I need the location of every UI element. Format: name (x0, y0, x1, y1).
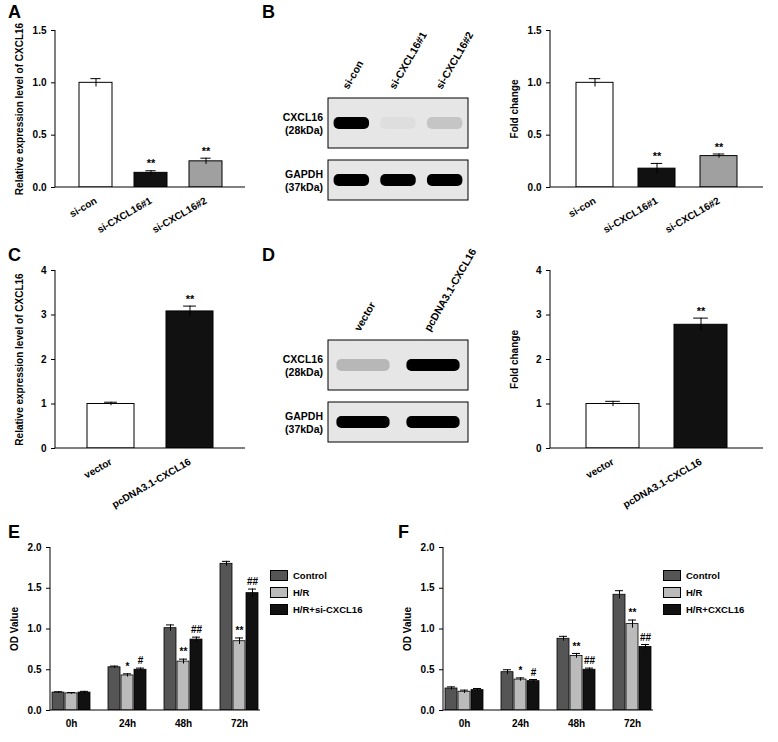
html-text:H/R+si-CXCL16: H/R+si-CXCL16 (293, 604, 363, 615)
svg-text:##: ## (247, 576, 259, 587)
svg-text:0.0: 0.0 (28, 705, 42, 716)
svg-text:si-CXCL16#2: si-CXCL16#2 (433, 29, 476, 91)
svg-text:si-CXCL16#1: si-CXCL16#1 (95, 195, 154, 235)
svg-text:1.5: 1.5 (28, 582, 42, 593)
svg-text:*: * (126, 661, 130, 672)
svg-text:si-CXCL16#1: si-CXCL16#1 (601, 195, 660, 235)
svg-text:48h: 48h (175, 718, 192, 729)
svg-text:0.5: 0.5 (33, 129, 47, 140)
svg-text:**: ** (147, 157, 156, 169)
svg-text:##: ## (584, 655, 596, 666)
svg-text:1: 1 (536, 398, 542, 409)
svg-text:0.0: 0.0 (33, 182, 47, 193)
html-text:F: F (398, 522, 409, 542)
svg-text:1.0: 1.0 (421, 623, 435, 634)
svg-text:1.5: 1.5 (421, 582, 435, 593)
svg-text:GAPDH: GAPDH (285, 168, 323, 180)
svg-text:si-con: si-con (567, 195, 598, 219)
svg-text:vector: vector (82, 456, 114, 481)
svg-text:GAPDH: GAPDH (285, 410, 323, 422)
svg-text:1.0: 1.0 (28, 623, 42, 634)
svg-text:0.0: 0.0 (421, 705, 435, 716)
svg-text:Fold change: Fold change (509, 330, 520, 389)
svg-text:0.5: 0.5 (28, 664, 42, 675)
svg-text:4: 4 (41, 265, 47, 276)
svg-text:Fold change: Fold change (509, 79, 520, 138)
svg-text:0.5: 0.5 (421, 664, 435, 675)
svg-text:**: ** (202, 145, 211, 157)
svg-text:si-CXCL16#2: si-CXCL16#2 (663, 195, 722, 235)
html-text:B: B (262, 2, 275, 22)
html-text:H/R: H/R (293, 587, 310, 598)
svg-text:pcDNA3.1-CXCL16: pcDNA3.1-CXCL16 (110, 456, 193, 510)
svg-text:**: ** (573, 641, 581, 652)
svg-text:CXCL16: CXCL16 (283, 111, 323, 123)
svg-text:CXCL16: CXCL16 (283, 353, 323, 365)
html-text:H/R+CXCL16: H/R+CXCL16 (686, 604, 745, 615)
html-text:A: A (8, 2, 21, 22)
svg-text:0: 0 (41, 443, 47, 454)
svg-text:**: ** (697, 305, 706, 317)
svg-text:2: 2 (536, 354, 542, 365)
svg-text:OD Value: OD Value (402, 607, 413, 651)
svg-text:24h: 24h (119, 718, 136, 729)
svg-text:2.0: 2.0 (28, 542, 42, 553)
svg-text:#: # (138, 655, 144, 666)
svg-text:(37kDa): (37kDa) (285, 181, 323, 193)
svg-text:0: 0 (536, 443, 542, 454)
svg-text:Relative expression level of C: Relative expression level of CXCL16 (14, 273, 25, 446)
svg-text:(28kDa): (28kDa) (285, 366, 323, 378)
svg-text:3: 3 (41, 309, 47, 320)
svg-text:vector: vector (584, 456, 616, 481)
svg-text:2: 2 (41, 354, 47, 365)
svg-text:(28kDa): (28kDa) (285, 124, 323, 136)
html-text:C: C (8, 245, 21, 265)
svg-text:48h: 48h (568, 718, 585, 729)
html-text:Control: Control (293, 570, 327, 581)
html-text:Control: Control (686, 570, 720, 581)
svg-text:72h: 72h (624, 718, 641, 729)
svg-text:1.5: 1.5 (33, 25, 47, 36)
html-text:H/R: H/R (686, 587, 703, 598)
svg-text:0h: 0h (459, 718, 471, 729)
svg-text:*: * (519, 665, 523, 676)
svg-text:si-CXCL16#2: si-CXCL16#2 (150, 195, 209, 235)
svg-text:#: # (531, 667, 537, 678)
svg-text:si-con: si-con (340, 58, 366, 91)
html-text:E: E (8, 522, 20, 542)
svg-text:72h: 72h (231, 718, 248, 729)
html-text:D: D (262, 245, 275, 265)
svg-text:(37kDa): (37kDa) (285, 423, 323, 435)
svg-text:2.0: 2.0 (421, 542, 435, 553)
svg-text:1.0: 1.0 (528, 77, 542, 88)
svg-text:vector: vector (351, 300, 377, 333)
svg-text:**: ** (629, 607, 637, 618)
svg-text:si-CXCL16#1: si-CXCL16#1 (386, 29, 429, 91)
svg-text:pcDNA3.1-CXCL16: pcDNA3.1-CXCL16 (621, 456, 704, 510)
svg-text:0h: 0h (66, 718, 78, 729)
svg-text:4: 4 (536, 265, 542, 276)
svg-text:OD Value: OD Value (9, 607, 20, 651)
svg-text:**: ** (186, 293, 195, 305)
svg-text:si-con: si-con (68, 195, 99, 219)
svg-text:1: 1 (41, 398, 47, 409)
svg-text:3: 3 (536, 309, 542, 320)
svg-text:1.0: 1.0 (33, 77, 47, 88)
svg-text:0.5: 0.5 (528, 129, 542, 140)
svg-text:##: ## (191, 624, 203, 635)
svg-text:0.0: 0.0 (528, 182, 542, 193)
svg-text:**: ** (180, 646, 188, 657)
svg-text:pcDNA3.1-CXCL16: pcDNA3.1-CXCL16 (421, 246, 478, 333)
svg-text:24h: 24h (512, 718, 529, 729)
svg-text:Relative expression level of C: Relative expression level of CXCL16 (14, 22, 25, 195)
svg-text:1.5: 1.5 (528, 25, 542, 36)
svg-text:**: ** (715, 141, 724, 153)
svg-text:**: ** (653, 150, 662, 162)
svg-text:**: ** (236, 625, 244, 636)
svg-text:##: ## (640, 632, 652, 643)
